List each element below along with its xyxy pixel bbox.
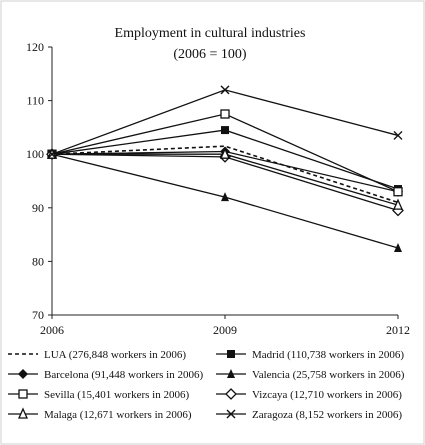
- legend-marker: [225, 388, 237, 400]
- y-tick-label: 70: [32, 308, 44, 322]
- x-tick-label: 2009: [213, 323, 237, 337]
- legend-marker: [17, 407, 29, 419]
- data-point: [393, 187, 403, 197]
- cross-stroke: [220, 85, 230, 95]
- series-8: [47, 85, 403, 159]
- legend-label: Zaragoza (8,152 workers in 2006): [252, 409, 402, 421]
- chart-subtitle: (2006 = 100): [173, 47, 247, 62]
- data-point: [394, 243, 402, 252]
- legend-item: Sevilla (15,401 workers in 2006): [8, 389, 189, 401]
- legend-item: Madrid (110,738 workers in 2006): [216, 349, 404, 361]
- series-layer: [46, 85, 404, 252]
- legend-label: Barcelona (91,448 workers in 2006): [44, 369, 203, 381]
- legend: LUA (276,848 workers in 2006) Madrid (110…: [8, 349, 405, 421]
- data-point: [221, 126, 229, 135]
- cross-stroke: [393, 130, 403, 140]
- legend-label: Madrid (110,738 workers in 2006): [252, 349, 404, 361]
- legend-marker: [227, 369, 235, 378]
- legend-marker: [227, 350, 235, 358]
- data-point: [392, 198, 404, 210]
- legend-marker: [226, 409, 236, 419]
- legend-label: Sevilla (15,401 workers in 2006): [44, 389, 189, 401]
- y-tick-label: 120: [26, 40, 44, 54]
- legend-item: Barcelona (91,448 workers in 2006): [8, 369, 203, 381]
- x-tick-label: 2012: [386, 323, 410, 337]
- data-point: [220, 109, 230, 119]
- data-point: [47, 149, 57, 159]
- legend-marker: [18, 369, 28, 379]
- y-tick-label: 100: [26, 147, 44, 161]
- series-line: [51, 145, 399, 204]
- y-tick-label: 90: [32, 201, 44, 215]
- y-tick-label: 110: [26, 94, 44, 108]
- axes: 70 80 90 100 110 120 2006 2009 2012: [26, 40, 410, 337]
- x-tick-label: 2006: [40, 323, 64, 337]
- data-point: [393, 130, 403, 140]
- legend-item: Valencia (25,758 workers in 2006): [216, 369, 405, 381]
- legend-item: LUA (276,848 workers in 2006): [8, 349, 186, 361]
- legend-label: LUA (276,848 workers in 2006): [44, 349, 186, 361]
- legend-item: Zaragoza (8,152 workers in 2006): [216, 409, 402, 421]
- legend-marker: [18, 389, 28, 399]
- data-point: [221, 192, 229, 202]
- data-point: [219, 147, 231, 159]
- data-point: [220, 85, 230, 95]
- y-tick-label: 80: [32, 254, 44, 268]
- cross-stroke: [226, 409, 236, 419]
- legend-item: Malaga (12,671 workers in 2006): [8, 407, 192, 421]
- legend-label: Malaga (12,671 workers in 2006): [44, 409, 192, 421]
- cross-stroke: [47, 149, 57, 159]
- chart-title: Employment in cultural industries: [115, 26, 306, 41]
- legend-label: Valencia (25,758 workers in 2006): [252, 369, 405, 381]
- legend-item: Vizcaya (12,710 workers in 2006): [216, 388, 402, 401]
- legend-label: Vizcaya (12,710 workers in 2006): [252, 389, 402, 401]
- series-1: [51, 145, 399, 204]
